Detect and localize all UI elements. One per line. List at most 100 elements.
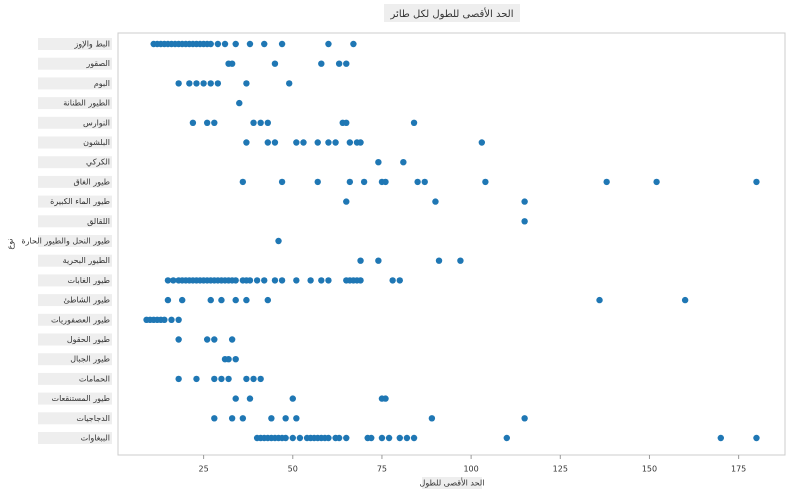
dot — [403, 434, 411, 442]
y-label-box — [38, 254, 112, 267]
dot — [278, 178, 286, 186]
y-axis-label: نوع — [6, 238, 15, 249]
dot — [175, 80, 182, 87]
dot — [275, 237, 282, 245]
dot — [170, 277, 177, 284]
dot — [211, 119, 218, 127]
y-tick-label: طيور المستنقعات — [52, 394, 110, 403]
dot — [228, 336, 236, 343]
dot — [414, 178, 421, 186]
dot — [232, 296, 239, 304]
x-tick-label: 175 — [731, 465, 746, 474]
dot — [332, 139, 339, 146]
dot — [207, 40, 214, 48]
y-label-box — [38, 392, 112, 405]
y-tick-label: طيور الغابات — [68, 276, 110, 285]
y-label-box — [38, 235, 112, 247]
y-label-box — [38, 136, 112, 149]
dot — [360, 178, 368, 186]
y-label-box — [38, 156, 112, 169]
dot — [253, 277, 261, 284]
x-tick-label: 100 — [463, 465, 478, 474]
dot — [435, 257, 443, 264]
dot — [521, 198, 528, 205]
y-tick-label: الحمامات — [79, 374, 110, 383]
y-tick-label: طيور الحقول — [67, 335, 110, 344]
dot — [175, 316, 182, 323]
dot — [161, 316, 168, 323]
y-label-box — [38, 412, 112, 425]
dot — [335, 60, 343, 67]
dot — [214, 40, 222, 48]
dot — [186, 80, 193, 87]
dot — [325, 139, 332, 146]
y-tick-label: الطيور الطنانة — [63, 99, 110, 108]
y-tick-label: البط والإوز — [73, 40, 110, 50]
y-tick-label: طيور الشاطئ — [63, 296, 110, 305]
dot — [603, 178, 610, 186]
dot — [164, 277, 172, 284]
y-tick-label: النوارس — [83, 118, 110, 127]
dot — [264, 119, 272, 127]
dot — [232, 277, 239, 284]
dot — [521, 218, 528, 225]
dot — [282, 415, 289, 422]
y-label-box — [38, 97, 112, 110]
dot — [421, 178, 428, 186]
x-tick-label: 25 — [199, 465, 209, 474]
y-tick-label: طيور العصفوريات — [51, 315, 110, 324]
dot — [478, 139, 486, 146]
dot — [193, 80, 200, 87]
x-tick-label: 75 — [377, 465, 387, 474]
dot — [236, 99, 243, 107]
dot — [382, 178, 389, 186]
y-tick-label: الببغاوات — [81, 434, 110, 443]
dot — [368, 434, 375, 442]
y-label-box — [38, 274, 112, 287]
y-label-box — [38, 215, 112, 228]
dot — [232, 395, 239, 402]
dot — [396, 434, 403, 442]
dot — [325, 277, 332, 284]
dot — [228, 415, 236, 422]
dot — [200, 80, 207, 87]
dot — [503, 434, 510, 442]
dot — [271, 139, 279, 146]
dot — [325, 40, 332, 48]
dot — [521, 415, 528, 422]
dot — [246, 395, 254, 402]
x-label-box — [422, 477, 482, 489]
dot — [432, 198, 439, 205]
dot — [211, 415, 218, 422]
dot — [207, 80, 214, 87]
y-label-box — [38, 294, 112, 307]
dot — [218, 296, 225, 304]
dot — [243, 296, 250, 304]
dot — [225, 375, 232, 383]
dot — [357, 277, 364, 284]
y-tick-label: الطيور البحرية — [63, 256, 110, 265]
dot — [343, 434, 350, 442]
dot — [175, 336, 182, 343]
dot — [350, 40, 357, 48]
dot — [250, 375, 257, 383]
dot — [289, 434, 296, 442]
dot — [211, 336, 218, 343]
dot — [228, 60, 236, 67]
dot — [257, 375, 264, 383]
dot — [343, 198, 350, 205]
dot — [457, 257, 464, 264]
dot — [271, 60, 279, 67]
dot — [250, 119, 257, 127]
dot — [396, 277, 403, 284]
dot — [261, 277, 268, 284]
dot — [596, 296, 603, 304]
dot — [314, 178, 321, 186]
y-label-box — [38, 38, 112, 50]
dot — [753, 434, 760, 442]
dot — [482, 178, 489, 186]
dot — [179, 296, 186, 304]
dot — [314, 139, 321, 146]
dot — [681, 296, 689, 304]
